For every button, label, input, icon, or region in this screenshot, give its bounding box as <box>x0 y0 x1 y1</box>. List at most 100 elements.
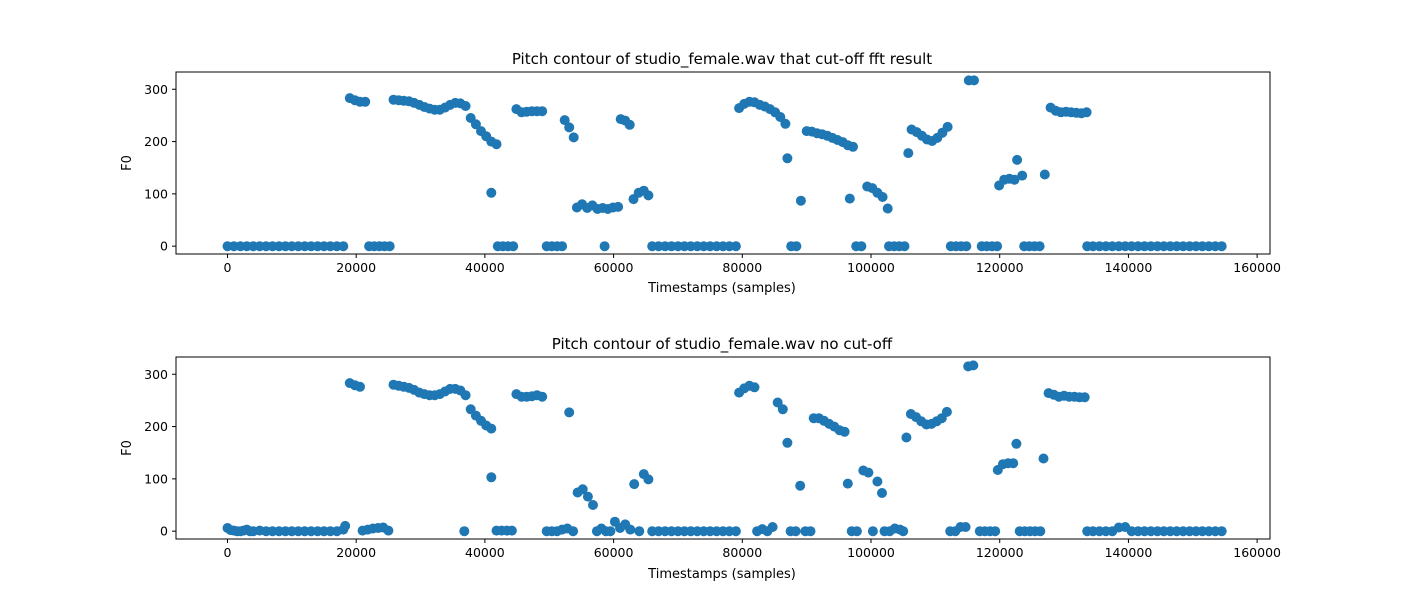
x-tick-label: 100000 <box>847 260 895 275</box>
data-point <box>360 96 371 107</box>
x-tick-label: 100000 <box>847 545 895 560</box>
data-point <box>1039 169 1050 180</box>
data-point <box>577 484 588 495</box>
data-point <box>460 101 471 111</box>
x-tick-label: 160000 <box>1233 260 1281 275</box>
x-tick-label: 140000 <box>1105 260 1153 275</box>
pitch-plot-no-cutoff: Pitch contour of studio_female.wav no cu… <box>120 335 1281 582</box>
data-point <box>767 522 778 532</box>
data-point <box>459 526 470 537</box>
x-tick-label: 0 <box>224 545 232 560</box>
data-point <box>877 192 888 202</box>
data-point <box>537 106 548 117</box>
data-point <box>960 522 971 532</box>
pitch-plot-cutoff: Pitch contour of studio_female.wav that … <box>120 50 1281 296</box>
data-point <box>795 195 806 206</box>
x-axis-ticks: 0 20000 40000 60000 80000 100000 120000 140000 1… <box>224 539 1281 560</box>
y-tick-label: 300 <box>144 82 168 97</box>
data-point <box>582 491 593 502</box>
data-points <box>222 75 1227 252</box>
data-point <box>1009 174 1020 185</box>
data-point <box>780 118 791 129</box>
data-point <box>568 132 579 143</box>
x-tick-label: 40000 <box>465 545 505 560</box>
data-point <box>605 526 616 537</box>
data-point <box>863 467 874 478</box>
data-point <box>383 525 394 536</box>
data-point <box>470 119 481 130</box>
data-point <box>355 381 365 392</box>
data-point <box>613 201 624 212</box>
data-point <box>901 432 912 443</box>
x-tick-label: 80000 <box>722 260 762 275</box>
data-point <box>942 121 953 132</box>
data-point <box>1079 392 1090 403</box>
data-point <box>1035 526 1046 537</box>
data-point <box>643 474 654 485</box>
y-axis-ticks: 0 100 200 300 <box>144 367 176 539</box>
data-point <box>856 241 867 252</box>
data-point <box>486 187 497 198</box>
data-point <box>775 112 786 122</box>
data-point <box>969 75 979 86</box>
data-point <box>634 526 645 537</box>
data-point <box>848 141 858 152</box>
data-point <box>1017 170 1028 181</box>
x-axis-label: Timestamps (samples) <box>647 281 796 296</box>
x-tick-label: 160000 <box>1233 545 1281 560</box>
data-point <box>782 153 793 164</box>
data-point <box>867 526 878 537</box>
data-point <box>559 115 570 126</box>
data-point <box>625 524 636 535</box>
plot-frame <box>175 356 1271 540</box>
data-point <box>772 397 783 408</box>
data-point <box>791 241 802 252</box>
x-axis-ticks: 0 20000 40000 60000 80000 100000 120000 140000 1… <box>224 254 1281 275</box>
data-point <box>1038 453 1049 464</box>
data-point <box>1216 241 1227 252</box>
data-point <box>537 391 548 402</box>
y-tick-label: 200 <box>144 419 168 434</box>
y-tick-label: 300 <box>144 367 168 382</box>
data-point <box>629 479 640 490</box>
data-point <box>898 526 909 537</box>
y-axis-label: F0 <box>120 440 135 456</box>
data-point <box>899 241 910 252</box>
data-point <box>730 241 741 252</box>
data-point <box>1081 107 1092 118</box>
x-tick-label: 120000 <box>976 260 1024 275</box>
plot-title: Pitch contour of studio_female.wav that … <box>512 50 932 69</box>
data-point <box>961 241 972 252</box>
plot-frame <box>175 71 1271 255</box>
y-tick-label: 100 <box>144 186 168 201</box>
data-point <box>340 520 351 531</box>
data-point <box>384 241 395 252</box>
y-axis-label: F0 <box>120 155 135 171</box>
data-point <box>599 241 610 252</box>
data-point <box>624 119 635 130</box>
data-point <box>842 478 853 489</box>
y-tick-label: 200 <box>144 134 168 149</box>
data-point <box>790 526 801 537</box>
data-point <box>508 241 519 252</box>
data-point <box>1008 458 1019 469</box>
x-tick-label: 20000 <box>336 545 376 560</box>
x-axis-label: Timestamps (samples) <box>647 567 796 582</box>
x-tick-label: 0 <box>224 260 232 275</box>
data-point <box>990 526 1001 537</box>
x-tick-label: 60000 <box>594 545 634 560</box>
data-point <box>882 203 893 214</box>
data-points <box>222 360 1227 537</box>
y-axis-ticks: 0 100 200 300 <box>144 82 176 254</box>
data-point <box>338 241 349 252</box>
x-tick-label: 140000 <box>1105 545 1153 560</box>
plot-title: Pitch contour of studio_female.wav no cu… <box>552 335 893 354</box>
x-tick-label: 60000 <box>594 260 634 275</box>
data-point <box>782 437 793 448</box>
data-point <box>844 193 855 204</box>
data-point <box>1216 526 1227 537</box>
data-point <box>968 360 979 371</box>
data-point <box>486 423 497 434</box>
